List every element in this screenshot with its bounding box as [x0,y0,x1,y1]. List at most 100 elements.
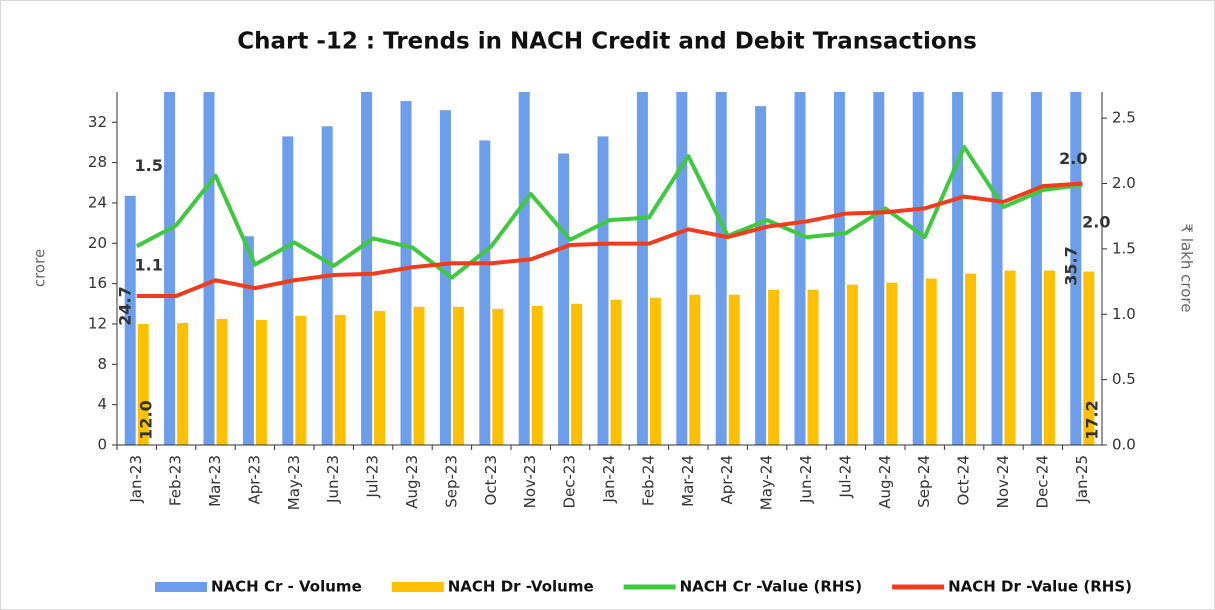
legend-label: NACH Dr -Value (RHS) [948,578,1132,596]
x-tick-label: Sep-23 [442,455,460,508]
data-label: 12.0 [137,400,156,439]
bar [610,299,622,445]
bar [452,306,464,445]
y-tick-label: 16 [88,274,107,292]
y2-axis-label: ₹ lakh crore [1178,224,1196,313]
line [136,181,1083,298]
bar [873,92,885,446]
bar [216,318,228,445]
x-tick-label: Jul-23 [364,455,382,499]
bar [728,294,740,445]
bar [715,92,727,446]
bar [846,284,858,445]
bar [295,315,307,445]
legend-label: NACH Cr - Volume [211,578,362,596]
x-tick-label: Feb-24 [639,455,657,506]
y2-tick-label: 2.5 [1112,109,1136,127]
x-tick-label: Oct-24 [955,455,973,505]
bar [597,136,609,445]
data-label: 17.2 [1082,400,1101,439]
x-tick-label: Apr-24 [718,455,736,505]
bar [952,92,964,445]
bar [571,303,583,445]
y2-tick-label: 0.0 [1112,436,1136,454]
x-tick-label: Nov-23 [521,455,539,508]
bar [124,195,136,445]
x-tick-label: Jan-24 [600,455,618,504]
bar [439,110,451,445]
y-tick-label: 24 [88,193,107,211]
y-tick-label: 4 [97,395,107,413]
data-label: 35.7 [1061,246,1080,285]
x-tick-label: May-23 [285,455,303,510]
bar [1043,270,1055,445]
y2-tick-label: 0.5 [1112,370,1136,388]
bar [518,92,530,445]
x-tick-label: Jun-24 [797,455,815,504]
bar [676,92,688,445]
bar [755,106,767,446]
bar [1004,270,1016,445]
x-tick-label: Apr-23 [245,455,263,505]
bar [912,92,924,445]
y-tick-label: 32 [88,113,107,131]
y-tick-label: 8 [97,355,107,373]
x-tick-label: Dec-23 [561,455,579,509]
x-tick-label: Sep-24 [915,455,933,508]
bar [965,273,977,445]
bar [886,282,898,445]
x-tick-label: Jul-24 [836,455,854,499]
x-tick-label: Mar-23 [206,455,224,507]
bar [479,140,491,445]
bar [400,101,412,445]
bars [124,92,1095,446]
x-tick-label: Feb-23 [167,455,185,506]
bar [558,153,570,445]
x-tick-label: Jan-25 [1073,455,1091,504]
x-tick-label: May-24 [758,455,776,510]
bar [1083,271,1095,445]
x-tick-label: Dec-24 [1033,455,1051,509]
bar [925,278,937,445]
x-tick-label: Jan-23 [127,455,145,504]
y-tick-label: 0 [97,436,107,454]
data-label: 1.1 [135,255,163,274]
bar [164,92,176,446]
bar [413,306,425,445]
y2-tick-label: 1.0 [1112,305,1136,323]
bar [531,305,543,445]
bar [203,92,215,445]
bar [833,92,845,446]
legend-label: NACH Dr -Volume [448,578,594,596]
data-label: 1.5 [135,156,163,175]
bar [282,136,294,445]
bar [492,308,504,445]
x-tick-label: Jun-23 [324,455,342,504]
bar [177,322,189,445]
data-label: 2.0 [1059,149,1087,168]
bar [991,92,1003,446]
legend-swatch [391,582,444,592]
bar [807,289,819,445]
bar [137,323,149,445]
x-tick-label: Mar-24 [679,455,697,507]
bar [321,126,333,445]
y-tick-label: 28 [88,153,107,171]
bar [1030,92,1042,445]
y-axis-label: crore [31,249,49,287]
y2-tick-label: 2.0 [1112,174,1136,192]
legend-swatch [155,582,207,592]
bar [334,314,346,445]
bar [1070,92,1082,445]
bar [242,236,254,445]
bar [689,294,701,445]
data-label: 24.7 [116,286,135,325]
line [135,144,1083,280]
bar [649,297,661,445]
y-tick-label: 12 [88,314,107,332]
bar [636,92,648,446]
x-tick-label: Aug-23 [403,455,421,509]
bar [361,92,373,445]
bar [794,92,806,446]
